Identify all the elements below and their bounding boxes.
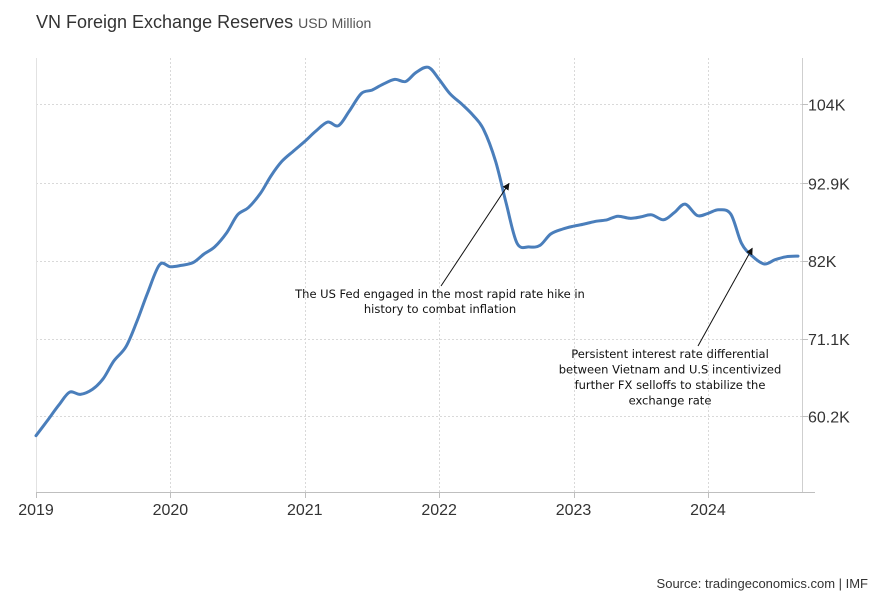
x-tick-label: 2021 xyxy=(287,502,323,519)
series-layer xyxy=(34,65,800,438)
x-tick-label: 2023 xyxy=(556,502,592,519)
y-tick-label: 71.1K xyxy=(808,332,850,349)
y-tick-label: 92.9K xyxy=(808,176,850,193)
annotation-arrow xyxy=(440,182,510,287)
chart-title-text: VN Foreign Exchange Reserves xyxy=(36,12,294,32)
annotation-arrow xyxy=(697,247,753,347)
x-ticks: 2019 2020 2021 2022 2023 2024 xyxy=(18,492,726,519)
series-line xyxy=(34,65,800,438)
axes xyxy=(36,58,815,493)
x-tick-label: 2020 xyxy=(153,502,189,519)
annotation-text: Persistent interest rate differential bet… xyxy=(559,347,782,408)
y-ticks: 60.2K 71.1K 82K 92.9K 104K xyxy=(802,97,850,426)
chart-subtitle: USD Million xyxy=(298,15,372,31)
y-tick-label: 104K xyxy=(808,97,846,114)
x-tick-label: 2024 xyxy=(690,502,726,519)
source-note: Source: tradingeconomics.com | IMF xyxy=(656,576,868,591)
x-tick-label: 2022 xyxy=(421,502,457,519)
x-tick-label: 2019 xyxy=(18,502,54,519)
annotations: The US Fed engaged in the most rapid rat… xyxy=(294,182,782,408)
y-tick-label: 60.2K xyxy=(808,409,850,426)
gridlines xyxy=(36,58,802,492)
y-tick-label: 82K xyxy=(808,254,837,271)
chart-title: VN Foreign Exchange Reserves USD Million xyxy=(36,12,371,33)
annotation-text: The US Fed engaged in the most rapid rat… xyxy=(294,287,585,316)
